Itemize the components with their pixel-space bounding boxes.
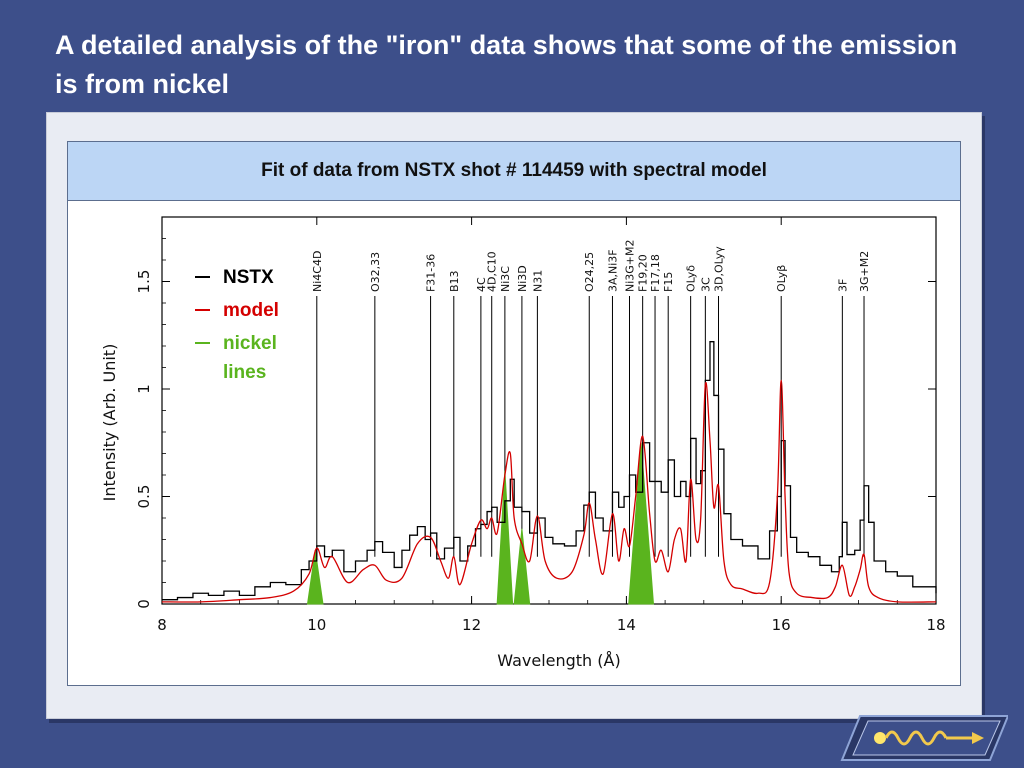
slide-title: A detailed analysis of the "iron" data s… — [55, 30, 958, 99]
line-id-label: 3D,OLyγ — [713, 246, 726, 292]
line-id-label: 4D,C10 — [486, 251, 499, 292]
line-id-label: F19,20 — [637, 254, 650, 292]
plot-frame — [67, 200, 961, 686]
line-id-label: F17,18 — [649, 254, 662, 292]
spectrum-chart: 8 10 12 14 16 18 0 0.5 1 1.5 Wavelength (Å) Intensi… — [100, 216, 946, 670]
line-id-label: 3C — [699, 277, 712, 292]
x-axis-label: Wavelength (Å) — [497, 651, 620, 670]
line-id-label: O24,25 — [583, 252, 596, 292]
x-tick-label: 10 — [307, 616, 326, 634]
y-tick-label: 0.5 — [135, 485, 153, 509]
plot-border — [161, 216, 937, 605]
line-id-label: 4C — [475, 277, 488, 292]
legend-label-model: model — [223, 300, 279, 321]
legend-label-nstx: NSTX — [223, 267, 274, 288]
line-id-label: Ni3D — [516, 265, 529, 292]
nickel-line-mark — [513, 528, 531, 605]
wave-arrow-icon — [840, 715, 1008, 761]
y-tick-label: 0 — [135, 599, 153, 609]
line-id-label: Ni3C — [499, 266, 512, 292]
line-id-label: F15 — [662, 272, 675, 292]
chart-header: Fit of data from NSTX shot # 114459 with… — [67, 141, 961, 201]
line-id-label: B13 — [448, 270, 461, 292]
y-axis-label: Intensity (Arb. Unit) — [100, 344, 119, 502]
line-id-label: 3G+M2 — [858, 251, 871, 292]
nickel-line-mark — [628, 442, 655, 605]
line-id-label: F31-36 — [425, 254, 438, 292]
y-tick-label: 1.5 — [135, 270, 153, 294]
line-id-label: OLyδ — [685, 265, 698, 292]
line-id-label: 3A,Ni3F — [606, 249, 619, 292]
x-tick-label: 8 — [157, 616, 167, 634]
nickel-line-mark — [306, 550, 324, 605]
line-id-label: N31 — [531, 270, 544, 292]
line-id-label: Ni3G+M2 — [623, 239, 636, 292]
line-id-label: O32,33 — [369, 252, 382, 292]
x-tick-label: 18 — [926, 616, 945, 634]
line-id-label: OLyβ — [775, 265, 788, 292]
plot-area: 8 10 12 14 16 18 0 0.5 1 1.5 Wavelength (Å) Intensi… — [100, 216, 946, 670]
series-model-line — [161, 379, 937, 603]
nickel-line-mark — [496, 470, 514, 605]
legend-label-nickel: nickel lines — [223, 333, 277, 383]
x-tick-label: 12 — [462, 616, 481, 634]
y-tick-label: 1 — [135, 384, 153, 394]
line-id-label: Ni4C4D — [311, 251, 324, 292]
x-tick-label: 14 — [617, 616, 636, 634]
chart-title: Fit of data from NSTX shot # 114459 with… — [261, 160, 767, 181]
series-nstx-line — [162, 341, 937, 601]
x-tick-label: 16 — [772, 616, 791, 634]
line-id-label: 3F — [836, 279, 849, 292]
